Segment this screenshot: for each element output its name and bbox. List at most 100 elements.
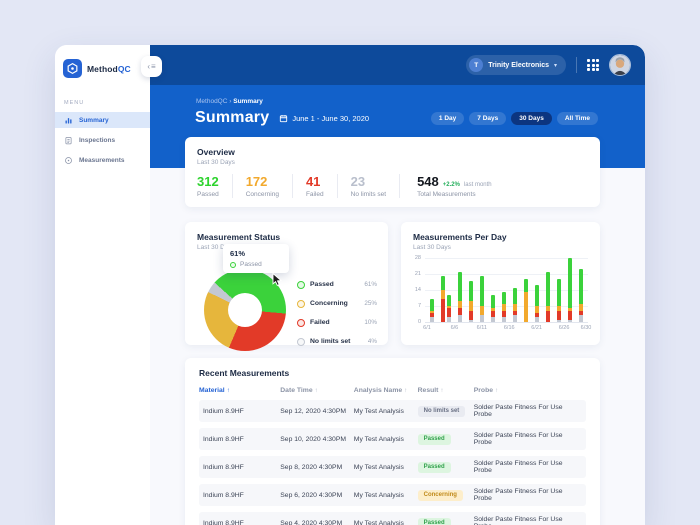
- donut-tooltip: 61% Passed: [223, 244, 289, 273]
- breadcrumb[interactable]: MethodQC › Summary: [196, 98, 263, 105]
- table-row[interactable]: Indium 8.9HF Sep 10, 2020 4:30PM My Test A…: [199, 428, 586, 450]
- bar-day-15[interactable]: [501, 292, 506, 322]
- column-header-material[interactable]: Material ↑: [199, 387, 230, 394]
- column-header-result[interactable]: Result ↑: [417, 387, 444, 394]
- y-tick-label: 28: [414, 255, 421, 261]
- time-filter-group: 1 Day 7 Days 30 Days All Time: [430, 112, 598, 125]
- bar-day-27[interactable]: [567, 258, 572, 322]
- cell-analysis_name: My Test Analysis: [353, 435, 404, 443]
- sidebar-item-measurements[interactable]: Measurements: [55, 152, 150, 168]
- org-switcher[interactable]: T Trinity Electronics ▾: [466, 55, 566, 75]
- bar-segment-passed: [501, 292, 506, 304]
- bar-day-17[interactable]: [512, 287, 517, 322]
- bar-day-23[interactable]: [545, 271, 550, 322]
- gridline-0: [425, 322, 588, 323]
- stat-label: Failed: [305, 191, 324, 198]
- filter-30-days[interactable]: 30 Days: [511, 112, 552, 125]
- target-icon: [64, 156, 73, 165]
- bar-day-5[interactable]: [446, 294, 451, 322]
- methodqc-logo-icon: [63, 59, 82, 78]
- result-badge: Passed: [417, 461, 451, 473]
- bar-segment-failed: [534, 312, 539, 318]
- x-tick-label: 6/16: [503, 325, 515, 331]
- bar-day-29[interactable]: [578, 269, 583, 322]
- legend-value: 25%: [364, 300, 377, 307]
- filter-1-day[interactable]: 1 Day: [430, 112, 465, 125]
- bar-segment-failed: [446, 308, 451, 318]
- overview-title: Overview: [197, 147, 235, 157]
- result-badge: Passed: [417, 517, 451, 525]
- bar-segment-no-limits-set: [479, 315, 484, 322]
- table-row[interactable]: Indium 8.9HF Sep 12, 2020 4:30PM My Test A…: [199, 400, 586, 422]
- legend-item-passed[interactable]: Passed 61%: [297, 275, 377, 294]
- filter-all-time[interactable]: All Time: [556, 112, 598, 125]
- bar-day-13[interactable]: [490, 294, 495, 322]
- cell-material: Indium 8.9HF: [203, 463, 244, 471]
- bar-day-25[interactable]: [556, 278, 561, 322]
- date-range-picker[interactable]: June 1 - June 30, 2020: [279, 114, 369, 123]
- bar-day-21[interactable]: [534, 285, 539, 322]
- legend-item-failed[interactable]: Failed 10%: [297, 313, 377, 332]
- bar-day-19[interactable]: [523, 278, 528, 322]
- column-header-date-time[interactable]: Date Time ↑: [280, 387, 318, 394]
- cell-material: Indium 8.9HF: [203, 491, 244, 499]
- column-header-probe[interactable]: Probe ↑: [473, 387, 498, 394]
- sidebar-item-label: Measurements: [79, 156, 125, 164]
- bar-segment-no-limits-set: [501, 317, 506, 322]
- apps-grid-icon[interactable]: [587, 59, 599, 71]
- bar-segment-passed: [556, 278, 561, 307]
- x-tick-label: 6/11: [476, 325, 487, 331]
- overview-card: Overview Last 30 Days 312 Passed 172 Concer…: [185, 137, 600, 207]
- bar-segment-concerning: [567, 308, 572, 311]
- bar-segment-concerning: [512, 303, 517, 311]
- user-avatar[interactable]: [609, 54, 631, 76]
- cell-result: Passed: [417, 433, 474, 445]
- cell-result: Passed: [417, 461, 474, 473]
- logo[interactable]: MethodQC: [55, 45, 150, 78]
- sort-arrow-icon: ↑: [226, 388, 230, 394]
- bar-segment-failed: [501, 310, 506, 318]
- bar-segment-concerning: [523, 292, 528, 322]
- bar-day-2[interactable]: [430, 299, 435, 322]
- stat-value: 23: [350, 174, 366, 189]
- status-card-subtitle: Last 30 Days: [197, 244, 235, 251]
- menu-section-label: MENU: [64, 100, 85, 106]
- bar-day-11[interactable]: [479, 276, 484, 322]
- bar-day-9[interactable]: [468, 280, 473, 322]
- stat-no-limits-set: 23 No limits set: [350, 174, 401, 198]
- filter-7-days[interactable]: 7 Days: [469, 112, 507, 125]
- donut-legend: Passed 61% Concerning 25% Failed 10% No limits…: [297, 275, 377, 351]
- bar-segment-concerning: [501, 303, 506, 311]
- table-row[interactable]: Indium 8.9HF Sep 8, 2020 4:30PM My Test An…: [199, 456, 586, 478]
- bar-segment-concerning: [556, 306, 561, 311]
- table-row[interactable]: Indium 8.9HF Sep 6, 2020 4:30PM My Test An…: [199, 484, 586, 506]
- bar-day-4[interactable]: [441, 276, 446, 322]
- app-window: MethodQC MENU Summary Inspections Measurem…: [55, 45, 645, 525]
- cell-result: No limits set: [417, 405, 474, 417]
- table-row[interactable]: Indium 8.9HF Sep 4, 2020 4:30PM My Test An…: [199, 512, 586, 525]
- legend-item-no-limits-set[interactable]: No limits set 4%: [297, 332, 377, 351]
- x-tick-label: 6/1: [423, 325, 431, 331]
- bar-segment-no-limits-set: [468, 319, 473, 322]
- perday-card-title: Measurements Per Day: [413, 232, 507, 242]
- bar-segment-passed: [441, 276, 446, 291]
- chevron-left-icon: ‹: [147, 62, 150, 71]
- legend-value: 4%: [367, 338, 377, 345]
- bar-segment-passed: [523, 278, 528, 293]
- sidebar-collapse-button[interactable]: ‹ ≡: [141, 56, 162, 77]
- x-tick-label: 6/30: [580, 325, 592, 331]
- column-header-analysis-name[interactable]: Analysis Name ↑: [353, 387, 408, 394]
- cell-probe: Solder Paste Fitness For Use Probe: [473, 404, 563, 418]
- org-initial-badge: T: [469, 58, 484, 72]
- status-donut-chart[interactable]: [204, 269, 286, 351]
- bar-segment-failed: [457, 308, 462, 316]
- bar-day-7[interactable]: [457, 271, 462, 322]
- sidebar-item-inspections[interactable]: Inspections: [55, 132, 150, 148]
- bar-chart-icon: [64, 116, 73, 125]
- bar-segment-passed: [468, 280, 473, 302]
- stat-label: No limits set: [350, 191, 387, 198]
- sidebar-item-summary[interactable]: Summary: [55, 112, 150, 128]
- legend-item-concerning[interactable]: Concerning 25%: [297, 294, 377, 313]
- bar-segment-no-limits-set: [430, 317, 435, 322]
- legend-dot: [297, 280, 305, 289]
